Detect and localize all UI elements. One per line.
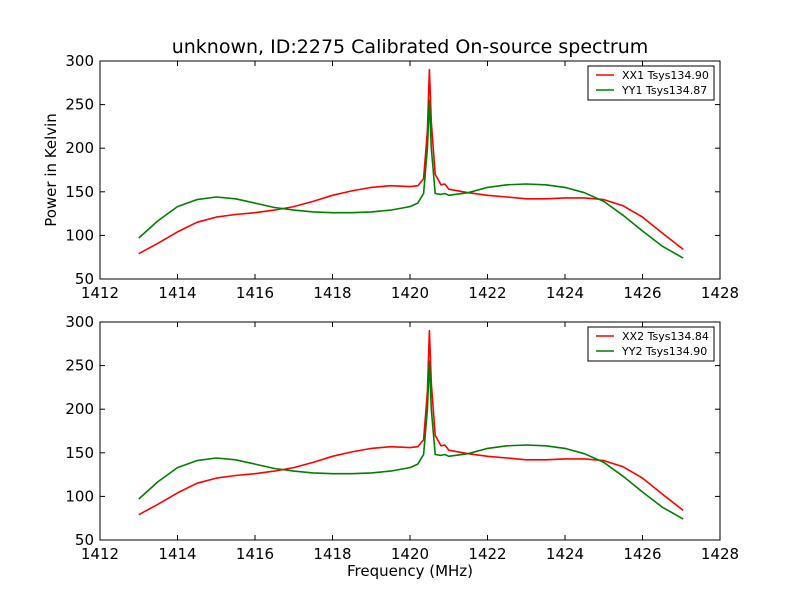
x-tick-label: 1414 (158, 284, 196, 302)
panel-1: 1412 1414 1416 1418 1420 1422 1424 1426 1428 50 10… (42, 52, 739, 302)
series-line-1-1 (138, 68, 684, 255)
legend-2: XX2 Tsys134.84 YY2 Tsys134.90 (587, 326, 715, 362)
y-tick-label: 300 (65, 313, 94, 331)
y-tick-label: 150 (65, 183, 94, 201)
x-axis-label: Frequency (MHz) (347, 562, 473, 580)
x-tick-label: 1414 (158, 545, 196, 563)
x-tick-label: 1412 (81, 545, 119, 563)
legend-box (587, 65, 715, 101)
x-tick-label: 1412 (81, 284, 119, 302)
y-tick-label: 100 (65, 226, 94, 244)
series-line-1-2 (138, 99, 684, 259)
x-tick-label: 1422 (468, 284, 506, 302)
x-tick-label: 1420 (391, 545, 429, 563)
x-tick-label: 1418 (313, 545, 351, 563)
y-tick-label: 50 (75, 531, 94, 549)
legend-1: XX1 Tsys134.90 YY1 Tsys134.87 (587, 65, 715, 101)
x-tick-label: 1424 (546, 284, 584, 302)
figure-title: unknown, ID:2275 Calibrated On-source sp… (172, 36, 649, 58)
y-tick-label: 100 (65, 487, 94, 505)
x-tick-label: 1418 (313, 284, 351, 302)
x-tick-label: 1426 (623, 284, 661, 302)
x-tick-label: 1424 (546, 545, 584, 563)
legend-label: XX1 Tsys134.90 (622, 69, 709, 82)
y-tick-label: 250 (65, 357, 94, 375)
legend-label: XX2 Tsys134.84 (622, 330, 709, 343)
legend-box (587, 326, 715, 362)
x-tick-label: 1416 (236, 545, 274, 563)
x-tick-label: 1426 (623, 545, 661, 563)
x-tick-label: 1422 (468, 545, 506, 563)
y-tick-label: 250 (65, 96, 94, 114)
y-tick-label: 150 (65, 444, 94, 462)
y-tick-label: 50 (75, 270, 94, 288)
y-tick-label: 200 (65, 139, 94, 157)
panels-group: 1412 1414 1416 1418 1420 1422 1424 1426 1428 50 10… (42, 52, 739, 580)
x-tick-label: 1420 (391, 284, 429, 302)
x-tick-label: 1416 (236, 284, 274, 302)
x-tick-label: 1428 (701, 284, 739, 302)
x-tick-label: 1428 (701, 545, 739, 563)
series-line-2-2 (138, 360, 684, 520)
legend-label: YY1 Tsys134.87 (621, 84, 707, 97)
y-tick-label: 200 (65, 400, 94, 418)
panel-2: 1412 1414 1416 1418 1420 1422 1424 1426 1428 50 10… (65, 313, 739, 580)
legend-label: YY2 Tsys134.90 (621, 345, 707, 358)
y-tick-label: 300 (65, 52, 94, 70)
y-axis-label: Power in Kelvin (42, 113, 60, 227)
series-line-2-1 (138, 329, 684, 516)
